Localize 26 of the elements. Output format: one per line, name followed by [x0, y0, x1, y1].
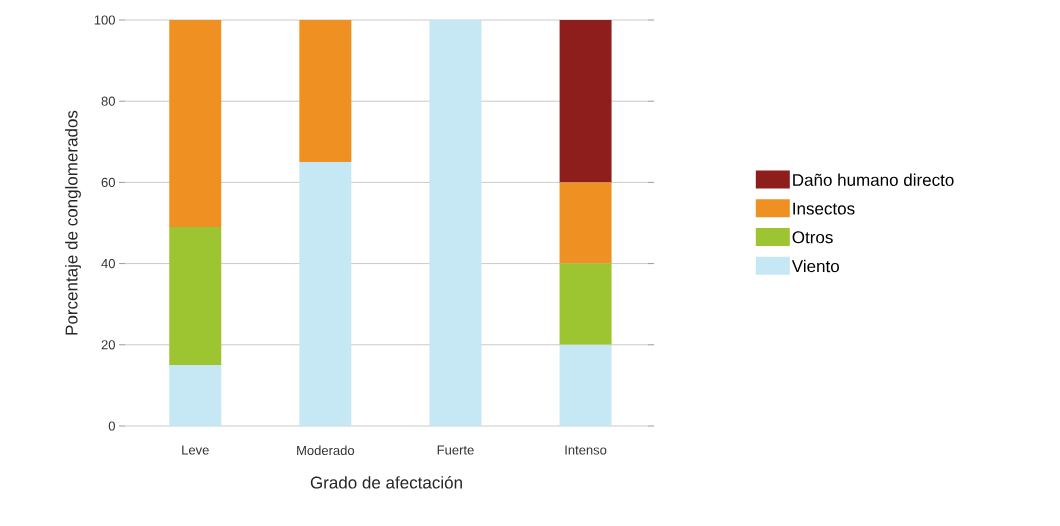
bar: [429, 19, 482, 426]
legend-label: Daño humano directo: [793, 173, 954, 187]
y-axis-title: Porcentaje de conglomerados: [65, 110, 81, 335]
bar: [559, 263, 612, 345]
bar: [559, 182, 612, 264]
bar: [559, 19, 612, 183]
y-tick-label: 20: [101, 340, 115, 350]
x-axis-title: Grado de afectación: [310, 475, 462, 489]
bar: [299, 19, 352, 163]
bar: [169, 227, 222, 366]
y-tick-label: 0: [108, 421, 115, 431]
legend-label: Insectos: [793, 202, 855, 215]
y-tick-label: 100: [94, 15, 115, 25]
y-tick-label: 40: [101, 258, 115, 269]
legend-label: Otros: [792, 231, 833, 244]
bar: [299, 162, 352, 426]
legend-label: Viento: [791, 259, 839, 273]
bar: [559, 344, 612, 426]
bar: [169, 365, 222, 426]
x-tick-label: Leve: [182, 445, 209, 455]
x-tick-label: Fuerte: [437, 445, 474, 455]
bar: [169, 19, 222, 228]
x-tick-label: Intenso: [565, 445, 607, 455]
y-tick-label: 80: [101, 96, 115, 106]
x-tick-label: Moderado: [297, 445, 355, 456]
y-tick-label: 60: [101, 177, 115, 187]
